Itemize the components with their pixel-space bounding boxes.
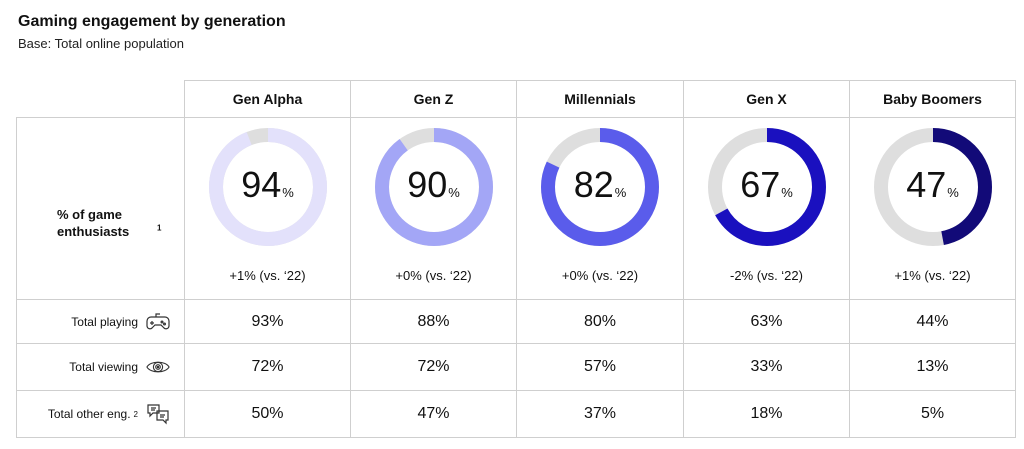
change-vs-22-label: +1% (vs. ‘22)	[894, 268, 971, 283]
donut-arc	[374, 128, 493, 246]
empty-corner-cell	[16, 80, 185, 118]
donut-value-unit: %	[282, 185, 294, 200]
row-label-total-playing: Total playing	[16, 300, 185, 344]
donut-value-unit: %	[448, 185, 460, 200]
value-cell: 13%	[850, 344, 1016, 391]
donut-value-number: 94	[241, 164, 282, 205]
row-label-text: Total other eng.	[47, 407, 131, 421]
donut-value: 47%	[872, 164, 994, 206]
ring-cell: 90% +0% (vs. ‘22)	[351, 118, 517, 300]
ring-cell: 47% +1% (vs. ‘22)	[850, 118, 1016, 300]
donut-ring: 90%	[373, 126, 495, 248]
donut-value-unit: %	[947, 185, 959, 200]
value-cell: 80%	[517, 300, 684, 344]
chart-title: Gaming engagement by generation	[18, 13, 286, 30]
chat-bubbles-icon	[146, 402, 170, 426]
gamepad-icon	[146, 310, 170, 334]
row-label-text: Total viewing	[69, 360, 138, 374]
row-label-text: Total playing	[71, 314, 138, 329]
ring-cell: 82% +0% (vs. ‘22)	[517, 118, 684, 300]
donut-svg	[707, 128, 826, 246]
donut-svg	[873, 128, 992, 246]
value-cell: 93%	[185, 300, 351, 344]
column-header-gen-x: Gen X	[684, 80, 850, 118]
chart-subtitle: Base: Total online population	[18, 36, 184, 51]
row-footnote: 2	[133, 409, 138, 419]
donut-svg	[541, 128, 659, 246]
enthusiasts-label-text: % of game enthusiasts	[57, 207, 130, 239]
donut-arc	[873, 128, 992, 246]
row-label-total-viewing: Total viewing	[16, 344, 185, 391]
change-vs-22-label: +0% (vs. ‘22)	[395, 268, 472, 283]
donut-value-number: 67	[740, 164, 781, 205]
donut-svg	[374, 128, 493, 246]
donut-value: 90%	[373, 164, 495, 206]
donut-arc	[541, 128, 659, 246]
eye-icon	[146, 355, 170, 379]
column-header-baby-boomers: Baby Boomers	[850, 80, 1016, 118]
ring-cell: 94% +1% (vs. ‘22)	[185, 118, 351, 300]
value-cell: 88%	[351, 300, 517, 344]
donut-ring: 94%	[207, 126, 329, 248]
donut-arc	[208, 128, 327, 246]
engagement-table: Gen Alpha Gen Z Millennials Gen X Baby B…	[16, 80, 1016, 438]
donut-value: 67%	[706, 164, 828, 206]
value-cell: 72%	[351, 344, 517, 391]
enthusiasts-footnote: 1	[157, 223, 162, 233]
donut-value-unit: %	[614, 185, 627, 200]
value-cell: 5%	[850, 391, 1016, 438]
value-cell: 72%	[185, 344, 351, 391]
donut-ring: 82%	[539, 126, 661, 248]
value-cell: 57%	[517, 344, 684, 391]
value-cell: 50%	[185, 391, 351, 438]
value-cell: 44%	[850, 300, 1016, 344]
value-cell: 33%	[684, 344, 850, 391]
row-label-total-other-eng: Total other eng. 2	[16, 391, 185, 438]
ring-cell: 67% -2% (vs. ‘22)	[684, 118, 850, 300]
change-vs-22-label: +1% (vs. ‘22)	[229, 268, 306, 283]
value-cell: 63%	[684, 300, 850, 344]
value-cell: 18%	[684, 391, 850, 438]
donut-value: 82%	[539, 164, 661, 206]
donut-value: 94%	[207, 164, 329, 206]
change-vs-22-label: -2% (vs. ‘22)	[730, 268, 803, 283]
column-header-gen-alpha: Gen Alpha	[185, 80, 351, 118]
donut-value-number: 82	[573, 164, 614, 205]
donut-ring: 47%	[872, 126, 994, 248]
value-cell: 47%	[351, 391, 517, 438]
donut-arc	[707, 128, 826, 246]
donut-value-number: 90	[407, 164, 448, 205]
donut-value-unit: %	[781, 185, 793, 200]
column-header-gen-z: Gen Z	[351, 80, 517, 118]
donut-svg	[208, 128, 327, 246]
change-vs-22-label: +0% (vs. ‘22)	[561, 268, 639, 283]
value-cell: 37%	[517, 391, 684, 438]
donut-ring: 67%	[706, 126, 828, 248]
row-label-enthusiasts: % of game enthusiasts 1	[16, 118, 185, 300]
column-header-millennials: Millennials	[517, 80, 684, 118]
donut-value-number: 47	[906, 164, 947, 205]
